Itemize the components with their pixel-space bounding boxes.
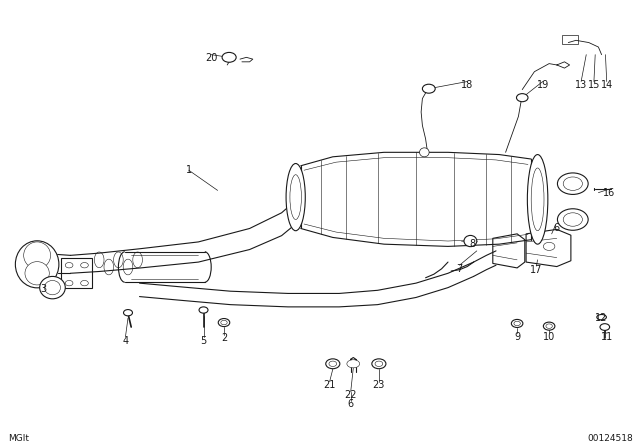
Text: 16: 16 (603, 188, 616, 198)
Ellipse shape (546, 324, 552, 328)
Text: 14: 14 (600, 80, 613, 90)
Text: 18: 18 (461, 80, 474, 90)
Text: 12: 12 (595, 313, 608, 323)
Ellipse shape (40, 276, 65, 299)
Text: 23: 23 (372, 380, 385, 390)
Ellipse shape (81, 280, 88, 286)
Ellipse shape (199, 307, 208, 313)
Ellipse shape (347, 360, 360, 368)
Ellipse shape (596, 314, 606, 320)
Ellipse shape (65, 280, 73, 286)
Text: 13: 13 (575, 80, 588, 90)
Ellipse shape (65, 263, 73, 268)
Ellipse shape (221, 320, 227, 325)
Ellipse shape (372, 359, 386, 369)
Ellipse shape (557, 173, 588, 194)
Polygon shape (493, 234, 525, 268)
Ellipse shape (531, 168, 544, 231)
Text: 15: 15 (588, 80, 600, 90)
Ellipse shape (124, 310, 132, 316)
Text: 00124518: 00124518 (588, 434, 634, 443)
Ellipse shape (543, 242, 555, 250)
Ellipse shape (25, 262, 49, 285)
Text: 4: 4 (122, 336, 129, 346)
Ellipse shape (218, 319, 230, 327)
Text: MGlt: MGlt (8, 434, 29, 443)
Text: 10: 10 (543, 332, 556, 342)
Ellipse shape (15, 241, 59, 288)
Bar (562, 35, 578, 44)
Ellipse shape (45, 280, 61, 295)
Ellipse shape (514, 321, 520, 326)
Ellipse shape (600, 323, 609, 331)
Ellipse shape (464, 236, 477, 246)
Ellipse shape (286, 164, 305, 231)
Text: 5: 5 (200, 336, 207, 346)
Text: 20: 20 (205, 53, 218, 63)
Text: 9: 9 (514, 332, 520, 342)
Ellipse shape (557, 209, 588, 230)
Text: 7: 7 (456, 264, 463, 274)
Text: 6: 6 (554, 224, 560, 233)
Ellipse shape (222, 52, 236, 62)
Ellipse shape (420, 148, 429, 157)
Text: 3: 3 (40, 284, 47, 294)
Ellipse shape (326, 359, 340, 369)
Text: 21: 21 (323, 380, 336, 390)
Polygon shape (526, 229, 571, 267)
Ellipse shape (422, 84, 435, 93)
Text: 19: 19 (536, 80, 549, 90)
Ellipse shape (543, 322, 555, 330)
Text: 2: 2 (221, 333, 227, 343)
Ellipse shape (81, 263, 88, 268)
Text: 1: 1 (186, 165, 192, 175)
Text: 6: 6 (348, 399, 354, 409)
Ellipse shape (527, 155, 548, 244)
Ellipse shape (563, 213, 582, 226)
Ellipse shape (563, 177, 582, 190)
Ellipse shape (516, 94, 528, 102)
Text: 8: 8 (469, 239, 476, 249)
Ellipse shape (375, 361, 383, 366)
Text: 11: 11 (600, 332, 613, 342)
Bar (61, 258, 92, 288)
Ellipse shape (290, 175, 301, 220)
Ellipse shape (329, 361, 337, 366)
Ellipse shape (511, 319, 523, 327)
Text: 22: 22 (344, 390, 357, 400)
Ellipse shape (24, 242, 51, 269)
Text: 17: 17 (530, 265, 543, 275)
